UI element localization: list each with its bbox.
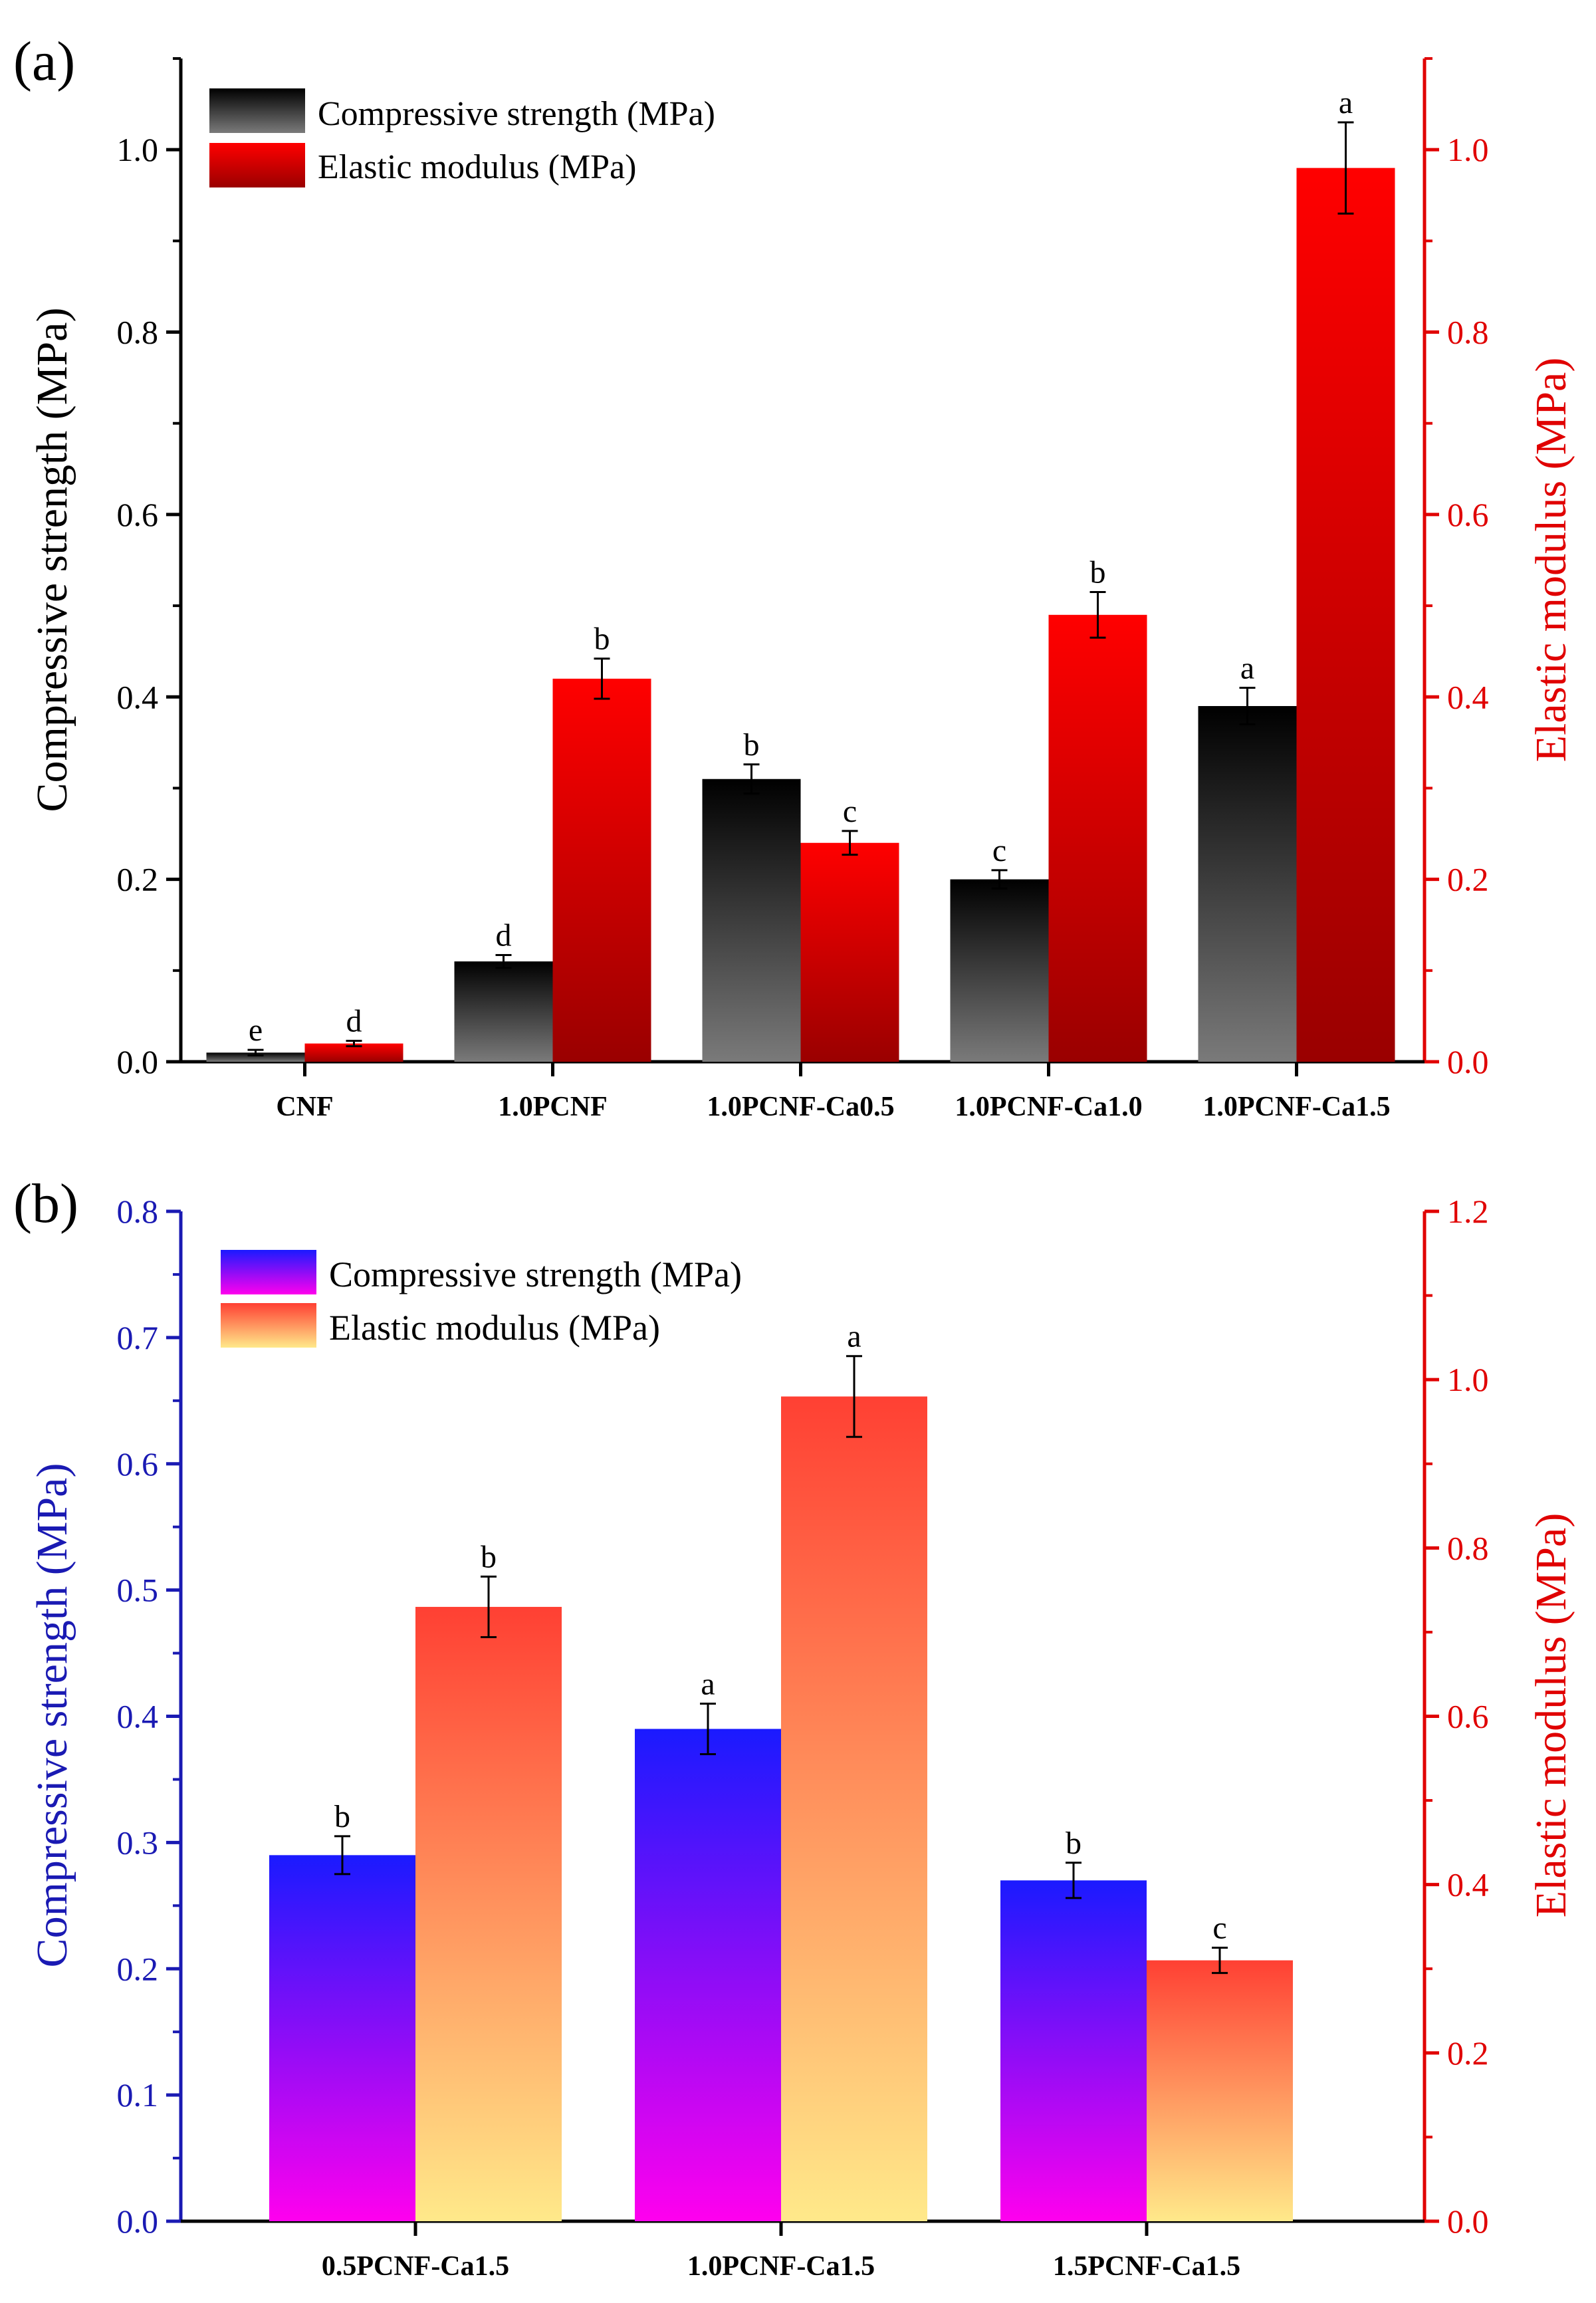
left-tick-label: 0.7 [117,1319,159,1356]
panel-a-legend: Compressive strength (MPa) Elastic modul… [209,88,715,187]
bar [800,842,899,1062]
left-tick-label: 0.4 [117,678,159,715]
bar [635,1729,781,2221]
left-tick-label: 1.0 [117,131,159,168]
significance-letter: c [1212,1911,1226,1946]
x-tick-label: 1.0PCNF [498,1092,607,1122]
panel-b-x-ticks: 0.5PCNF-Ca1.5 1.0PCNF-Ca1.5 1.5PCNF-Ca1.5 [322,2221,1240,2282]
significance-letter: b [594,622,610,657]
right-tick-label: 0.6 [1447,1698,1489,1735]
panel-a-legend-compressive: Compressive strength (MPa) [318,95,715,133]
right-tick-label: 1.2 [1447,1193,1489,1230]
left-tick-label: 0.0 [117,2203,159,2240]
significance-letter: e [249,1013,263,1048]
right-tick-label: 0.4 [1447,1866,1489,1903]
bar [269,1855,415,2221]
panel-a-legend-swatch-compressive [209,88,305,133]
significance-letter: a [1240,651,1254,686]
right-tick-label: 1.0 [1447,131,1489,168]
panel-b-legend-compressive: Compressive strength (MPa) [329,1255,742,1294]
bar [1147,1960,1293,2221]
panel-b-y2label: Elastic modulus (MPa) [1527,1513,1575,1918]
panel-a-right-ticks: 0.0 0.2 0.4 0.6 0.8 1.0 [1425,57,1489,1080]
panel-b-bars: b b a a b c [269,1319,1293,2221]
bar [415,1606,562,2221]
x-tick-label: 1.0PCNF-Ca1.5 [687,2251,875,2282]
bar [552,678,651,1062]
left-tick-label: 0.3 [117,1824,159,1861]
bar [1000,1880,1147,2221]
bar [781,1396,927,2221]
left-tick-label: 0.2 [117,1950,159,1987]
left-tick-label: 0.1 [117,2076,159,2114]
significance-letter: b [1066,1826,1082,1861]
panel-b-ylabel: Compressive strength (MPa) [28,1463,76,1968]
left-tick-label: 0.6 [117,1445,159,1483]
panel-b-left-ticks: 0.0 0.1 0.2 0.3 0.4 0.5 0.6 0.7 0.8 [117,1193,181,2240]
panel-b: (b) 0.00.10.20.30.40.50.60.70.8 0.00.20.… [13,1173,1575,2282]
left-tick-label: 0.2 [117,861,159,898]
left-tick-label: 0.5 [117,1572,159,1609]
panel-a-left-ticks: 0.0 0.2 0.4 0.6 0.8 1.0 [117,57,181,1080]
panel-b-legend-swatch-compressive [221,1250,316,1294]
panel-b-legend: Compressive strength (MPa) Elastic modul… [221,1250,742,1348]
bar [1048,614,1147,1062]
significance-letter: b [481,1539,497,1574]
panel-a-bars: e d d b b c c b a a [206,85,1395,1062]
right-tick-label: 0.8 [1447,314,1489,351]
right-tick-label: 0.4 [1447,678,1489,715]
significance-letter: a [701,1667,715,1702]
right-tick-label: 0.8 [1447,1529,1489,1566]
right-tick-label: 0.2 [1447,2034,1489,2072]
significance-letter: d [496,917,512,953]
significance-letter: a [1339,85,1353,120]
panel-a-label: (a) [13,31,75,92]
bar [702,779,801,1062]
right-tick-label: 1.0 [1447,1361,1489,1398]
left-tick-label: 0.8 [117,314,159,351]
bar [1296,168,1395,1062]
bar [950,879,1049,1062]
panel-a-legend-elastic: Elastic modulus (MPa) [318,148,637,186]
bar [454,961,553,1062]
right-tick-label: 0.0 [1447,2203,1489,2240]
significance-letter: b [744,727,760,763]
left-tick-label: 0.8 [117,1193,159,1230]
right-tick-label: 0.2 [1447,861,1489,898]
x-tick-label: 1.0PCNF-Ca0.5 [707,1092,894,1122]
panel-b-legend-elastic: Elastic modulus (MPa) [329,1308,660,1348]
significance-letter: c [992,833,1006,868]
panel-a: (a) 0.0 0.2 0.4 0.6 0.8 1.0 0.0 0.2 0.4 0.6 0.8 1.… [13,31,1575,1122]
significance-letter: c [843,794,857,829]
left-tick-label: 0.4 [117,1698,159,1735]
left-tick-label: 0.0 [117,1043,159,1080]
right-tick-label: 0.6 [1447,496,1489,533]
left-tick-label: 0.6 [117,496,159,533]
panel-b-label: (b) [13,1173,78,1235]
bar [1198,705,1297,1062]
x-tick-label: 1.0PCNF-Ca1.5 [1202,1092,1390,1122]
significance-letter: b [1090,555,1106,590]
right-tick-label: 0.0 [1447,1043,1489,1080]
significance-letter: b [334,1799,350,1834]
x-tick-label: 0.5PCNF-Ca1.5 [322,2251,509,2282]
x-tick-label: 1.0PCNF-Ca1.0 [955,1092,1142,1122]
panel-a-legend-swatch-elastic [209,143,305,187]
bar [206,1052,305,1062]
significance-letter: a [847,1319,861,1354]
panel-b-legend-swatch-elastic [221,1303,316,1348]
x-tick-label: 1.5PCNF-Ca1.5 [1053,2251,1240,2282]
panel-b-right-ticks: 0.0 0.2 0.4 0.6 0.8 1.0 1.2 [1425,1193,1489,2240]
panel-a-x-ticks: CNF 1.0PCNF 1.0PCNF-Ca0.5 1.0PCNF-Ca1.0 1.0P… [276,1062,1391,1122]
x-tick-label: CNF [276,1092,333,1122]
panel-a-ylabel: Compressive strength (MPa) [28,308,76,812]
panel-a-y2label: Elastic modulus (MPa) [1527,358,1575,763]
significance-letter: d [346,1003,362,1038]
